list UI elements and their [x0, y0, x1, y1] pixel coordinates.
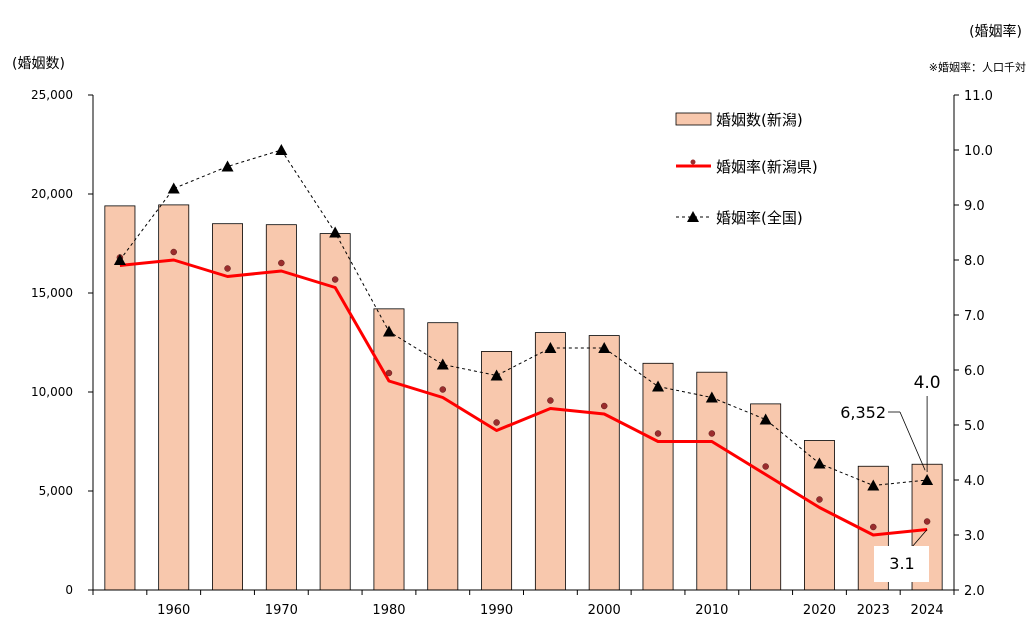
niigata-rate-point-2015 [762, 463, 769, 470]
left-tick-label: 5,000 [39, 484, 73, 498]
right-tick-label: 8.0 [964, 254, 985, 269]
national-rate-point-1960 [167, 182, 180, 194]
annotation-count: 6,352 [840, 403, 886, 422]
legend-label-national-rate: 婚姻率(全国) [716, 209, 803, 227]
niigata-rate-point-2010 [708, 430, 716, 437]
annotation-box-niigata [874, 546, 929, 582]
right-tick-label: 4.0 [964, 474, 985, 489]
niigata-rate-point-1960 [170, 248, 177, 256]
niigata-rate-point-2023 [870, 523, 877, 531]
x-tick-label: 1960 [157, 603, 190, 618]
niigata-rate-point-1985 [439, 386, 447, 393]
x-tick-label: 2024 [911, 603, 944, 618]
national-rate-point-2024 [921, 474, 934, 485]
niigata-rate-line [119, 258, 928, 537]
bar-1995 [534, 332, 566, 591]
bar-1970 [265, 224, 297, 591]
left-axis-title: (婚姻数) [12, 56, 65, 72]
niigata-rate-point-1980 [385, 369, 393, 377]
legend-label-niigata-rate: 婚姻率(新潟県) [716, 158, 818, 176]
left-tick-label: 10,000 [31, 385, 73, 399]
bar-2010 [696, 371, 728, 591]
bar-2005 [642, 362, 674, 591]
x-tick-label: 2000 [588, 603, 621, 618]
bar-2000 [588, 335, 620, 591]
national-rate-point-2000 [598, 342, 611, 353]
bar-1955 [104, 205, 136, 591]
national-rate-point-1965 [221, 160, 234, 172]
bar-2015 [750, 403, 782, 591]
national-rate-point-1985 [436, 358, 449, 370]
annotation-national-rate: 4.0 [914, 373, 941, 393]
right-tick-label: 6.0 [964, 364, 985, 379]
x-tick-label: 1970 [265, 603, 298, 618]
niigata-rate-point-1975 [331, 276, 339, 283]
right-tick-label: 3.0 [964, 529, 985, 544]
national-rate-point-1975 [329, 226, 342, 238]
annotation-leader-count [899, 411, 926, 471]
right-tick-label: 9.0 [964, 199, 985, 214]
left-tick-label: 15,000 [31, 286, 73, 300]
national-rate-point-2023 [867, 479, 880, 491]
right-axis-title: (婚姻率) [969, 23, 1022, 40]
x-tick-label: 2023 [857, 603, 890, 618]
annotation-niigata-rate: 3.1 [889, 554, 914, 573]
niigata-rate-point-2000 [600, 402, 608, 410]
national-rate-point-1955 [113, 254, 126, 265]
legend-marker-national-rate [687, 211, 699, 222]
national-rate-point-2020 [813, 457, 826, 469]
right-tick-label: 7.0 [964, 309, 985, 324]
bar-1980 [373, 308, 405, 591]
niigata-rate-point-2005 [654, 430, 662, 437]
national-rate-point-2015 [759, 413, 772, 425]
annotation-leader-niigata [910, 529, 928, 549]
bar-1990 [481, 351, 513, 591]
right-tick-label: 5.0 [964, 419, 985, 434]
x-tick-label: 2020 [803, 603, 836, 618]
niigata-rate-point-1995 [547, 397, 554, 404]
niigata-rate-point-1970 [278, 259, 285, 267]
legend-label-marriages: 婚姻数(新潟) [716, 111, 803, 129]
national-rate-point-2010 [705, 391, 718, 403]
x-tick-label: 1990 [480, 603, 513, 618]
national-rate-point-2005 [652, 380, 665, 392]
left-tick-label: 25,000 [31, 88, 73, 102]
national-rate-point-1980 [382, 325, 395, 337]
national-rate-point-1990 [490, 369, 503, 381]
national-rate-point-1995 [544, 342, 557, 353]
legend-swatch-marriages [675, 112, 712, 126]
right-tick-label: 11.0 [964, 89, 993, 104]
right-tick-label: 10.0 [964, 144, 993, 159]
bar-1960 [158, 204, 190, 591]
niigata-rate-point-2020 [816, 496, 823, 503]
niigata-rate-point-1965 [224, 265, 231, 272]
niigata-rate-point-1990 [493, 419, 500, 426]
niigata-rate-point-2024 [923, 518, 931, 525]
rate-note: ※婚姻率：人口千対 [929, 60, 1026, 74]
right-tick-label: 2.0 [964, 584, 985, 599]
legend-marker-niigata-rate [690, 159, 696, 165]
left-tick-label: 20,000 [31, 187, 73, 201]
left-tick-label: 0 [65, 583, 73, 597]
national-rate-point-1970 [275, 144, 288, 155]
national-rate-line [119, 149, 928, 487]
bar-1965 [212, 223, 243, 591]
x-tick-label: 1980 [372, 603, 405, 618]
x-tick-label: 2010 [695, 603, 728, 618]
